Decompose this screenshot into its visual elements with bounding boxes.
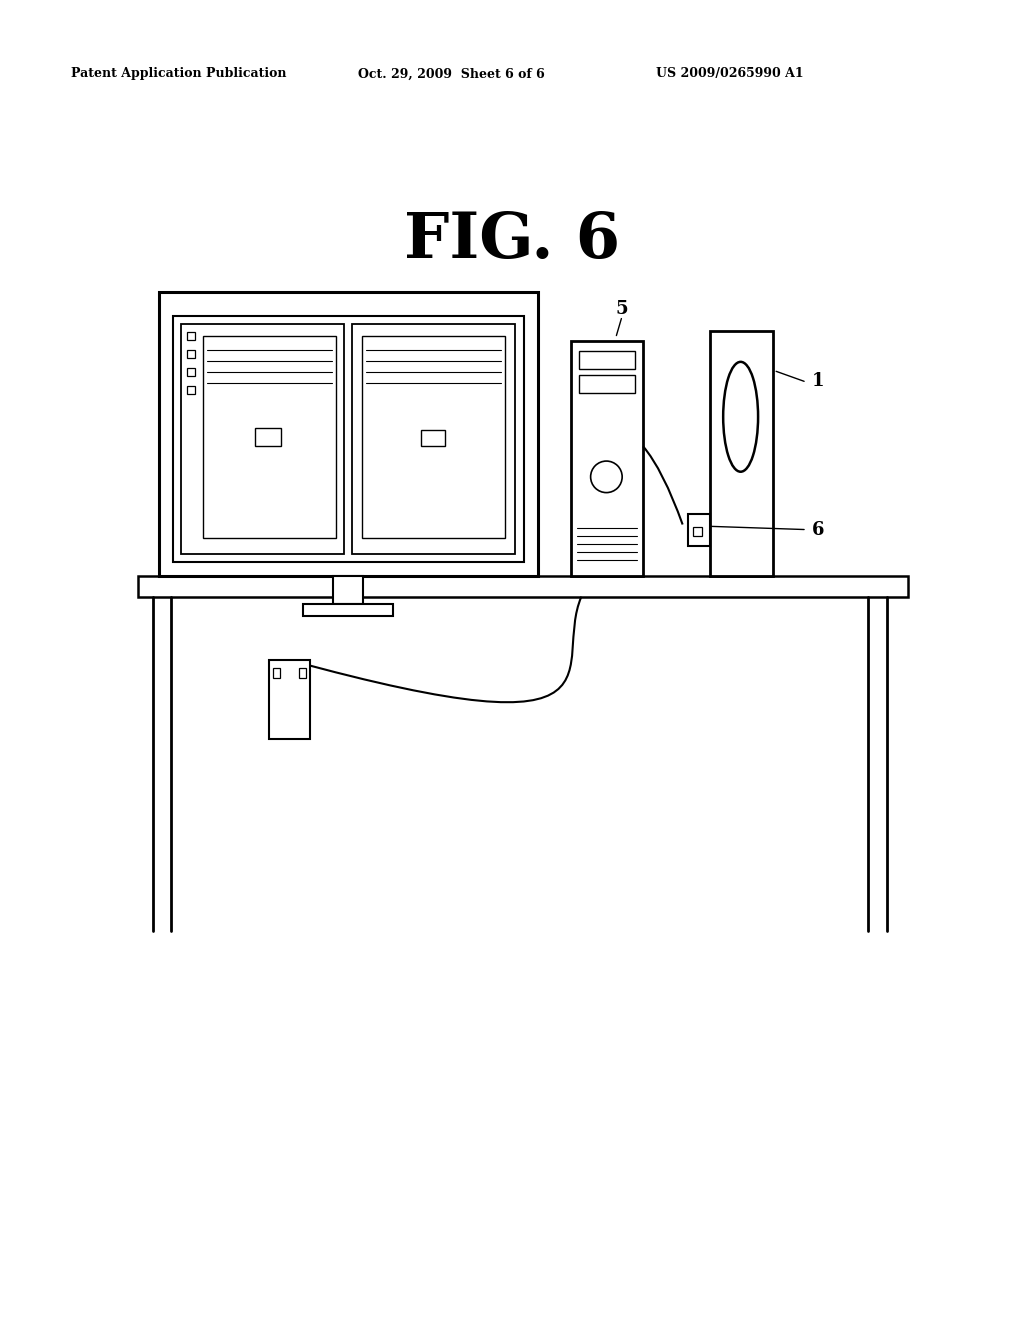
Bar [688, 513, 710, 545]
Text: 6: 6 [812, 520, 824, 539]
Bar [186, 368, 195, 376]
Bar [361, 335, 505, 537]
Bar [580, 351, 635, 368]
Bar [180, 323, 344, 553]
Bar [571, 341, 643, 576]
Bar [186, 331, 195, 339]
Text: Patent Application Publication: Patent Application Publication [71, 67, 286, 81]
Bar [580, 375, 635, 392]
Bar [710, 331, 773, 576]
Text: 1: 1 [812, 372, 824, 391]
Bar [421, 429, 444, 446]
Bar [186, 385, 195, 393]
Bar [173, 315, 523, 561]
Text: 5: 5 [615, 300, 628, 318]
Bar [203, 335, 336, 537]
Bar [138, 576, 908, 597]
Bar [303, 603, 393, 615]
Text: US 2009/0265990 A1: US 2009/0265990 A1 [656, 67, 804, 81]
Bar [159, 292, 538, 576]
Bar [333, 576, 362, 603]
Text: FIG. 6: FIG. 6 [403, 210, 621, 271]
Bar [255, 428, 281, 446]
Text: Oct. 29, 2009  Sheet 6 of 6: Oct. 29, 2009 Sheet 6 of 6 [358, 67, 545, 81]
Bar [351, 323, 515, 553]
Ellipse shape [723, 362, 758, 471]
Bar [186, 350, 195, 358]
Bar [273, 668, 281, 678]
Bar [269, 660, 310, 739]
Bar [692, 527, 701, 536]
Bar [299, 668, 306, 678]
